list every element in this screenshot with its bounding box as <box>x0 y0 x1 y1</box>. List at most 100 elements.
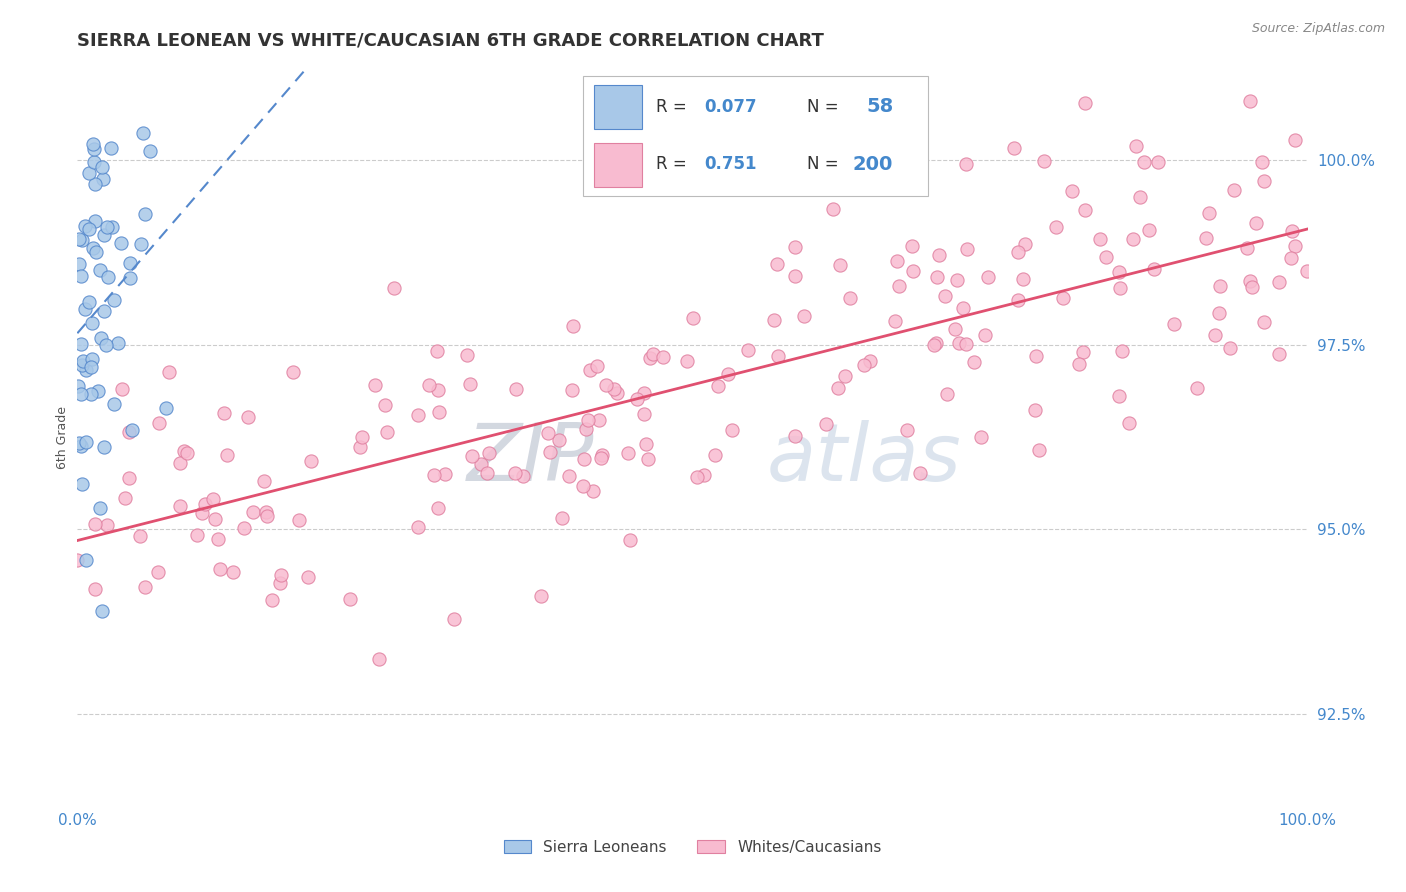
Point <box>1208 279 1230 293</box>
Point <box>834 369 856 384</box>
Point <box>1090 232 1112 246</box>
Point <box>75 434 97 449</box>
Text: 58: 58 <box>866 97 893 116</box>
Point <box>737 343 759 357</box>
Point <box>562 318 585 333</box>
Text: SIERRA LEONEAN VS WHITE/CAUCASIAN 6TH GRADE CORRELATION CHART: SIERRA LEONEAN VS WHITE/CAUCASIAN 6TH GR… <box>77 31 824 49</box>
Point <box>207 532 229 546</box>
Point <box>1095 250 1118 264</box>
Point <box>93 304 115 318</box>
Point <box>93 228 115 243</box>
Point <box>84 214 107 228</box>
Point <box>73 219 96 234</box>
Point <box>339 592 361 607</box>
Point <box>1187 381 1209 395</box>
Point <box>558 468 581 483</box>
Point <box>512 468 534 483</box>
Point <box>934 289 956 303</box>
Point <box>853 358 876 372</box>
Text: 0.077: 0.077 <box>704 97 756 116</box>
Point <box>908 466 931 480</box>
Point <box>619 533 641 547</box>
Point <box>1125 139 1147 153</box>
Point <box>859 353 882 368</box>
Point <box>1108 389 1130 403</box>
Point <box>889 279 911 293</box>
Point <box>233 521 256 535</box>
Point <box>686 469 709 483</box>
Point <box>427 405 450 419</box>
Point <box>717 368 740 382</box>
Point <box>1241 280 1264 294</box>
Legend: Sierra Leoneans, Whites/Caucasians: Sierra Leoneans, Whites/Caucasians <box>498 834 887 861</box>
Point <box>925 335 948 350</box>
Point <box>69 439 91 453</box>
Point <box>1284 133 1306 147</box>
Point <box>406 408 429 422</box>
Point <box>118 270 141 285</box>
Point <box>96 219 118 234</box>
Point <box>1111 343 1133 358</box>
Point <box>586 359 609 373</box>
Point <box>83 582 105 596</box>
Point <box>139 144 162 158</box>
Point <box>155 401 177 416</box>
Point <box>253 474 276 488</box>
Point <box>561 383 583 397</box>
Point <box>364 378 387 392</box>
Point <box>215 448 238 462</box>
Point <box>948 336 970 351</box>
Point <box>270 568 292 582</box>
Point <box>1007 293 1029 308</box>
Point <box>72 354 94 368</box>
Point <box>955 157 977 171</box>
Point <box>896 423 918 437</box>
Point <box>675 354 697 368</box>
Point <box>1133 155 1156 169</box>
Point <box>69 256 91 270</box>
Point <box>97 269 120 284</box>
Point <box>572 451 595 466</box>
Point <box>595 378 617 392</box>
Point <box>101 220 124 235</box>
Point <box>433 467 456 481</box>
Point <box>1012 272 1035 286</box>
Point <box>652 351 675 365</box>
Point <box>634 436 657 450</box>
Point <box>82 137 104 152</box>
Point <box>1204 328 1226 343</box>
Point <box>928 247 950 261</box>
Point <box>148 416 170 430</box>
Point <box>884 314 907 328</box>
Point <box>75 553 97 567</box>
Point <box>707 378 730 392</box>
Point <box>1074 202 1097 217</box>
Point <box>970 430 993 444</box>
Point <box>67 435 90 450</box>
Point <box>579 363 602 377</box>
Point <box>87 384 110 399</box>
Text: R =: R = <box>655 97 686 116</box>
Point <box>785 240 807 254</box>
Point <box>157 366 180 380</box>
Point <box>461 449 484 463</box>
Text: R =: R = <box>655 155 686 173</box>
FancyBboxPatch shape <box>593 144 643 186</box>
Point <box>617 446 640 460</box>
Point <box>922 338 945 352</box>
Point <box>551 511 574 525</box>
Text: 200: 200 <box>852 155 893 174</box>
Point <box>575 422 598 436</box>
Point <box>1108 281 1130 295</box>
Point <box>641 347 664 361</box>
Point <box>901 264 924 278</box>
Point <box>77 221 100 235</box>
Point <box>793 309 815 323</box>
Point <box>84 245 107 260</box>
Point <box>118 471 141 485</box>
Point <box>169 456 191 470</box>
Point <box>838 291 860 305</box>
Point <box>82 351 104 366</box>
Point <box>69 337 91 351</box>
Point <box>633 385 655 400</box>
